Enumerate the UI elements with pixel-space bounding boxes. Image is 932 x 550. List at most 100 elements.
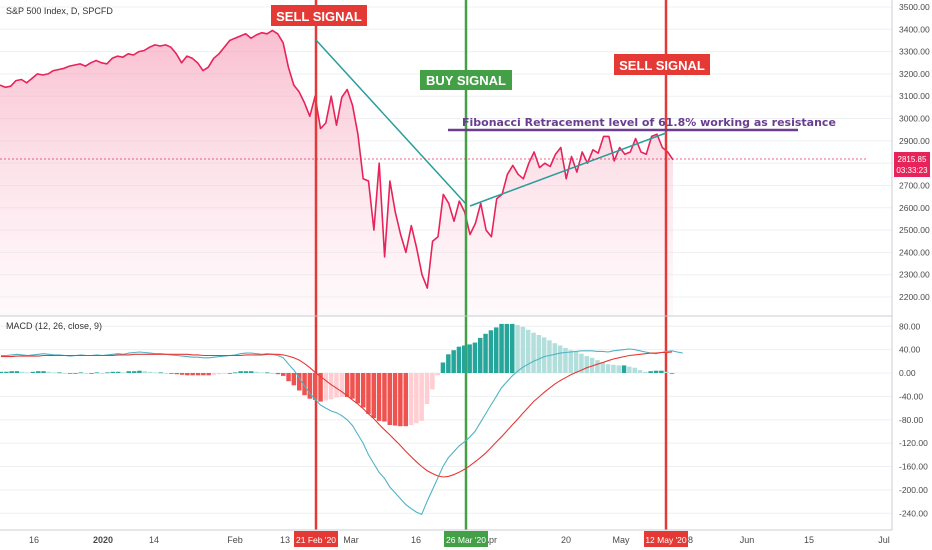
- histogram-bar: [9, 371, 14, 373]
- histogram-bar: [328, 373, 334, 400]
- symbol-label: S&P 500 Index, D, SPCFD: [6, 6, 113, 16]
- histogram-bar: [430, 373, 435, 390]
- histogram-bar: [366, 373, 371, 414]
- histogram-bar: [504, 323, 510, 373]
- histogram-bar: [286, 373, 291, 382]
- time-tick-label: 15: [804, 535, 814, 545]
- price-tick-label: 3400.00: [899, 24, 930, 34]
- histogram-bar: [627, 366, 632, 373]
- histogram-bar: [121, 372, 126, 374]
- price-tick-label: 2600.00: [899, 203, 930, 213]
- histogram-bar: [254, 371, 259, 373]
- histogram-bar: [392, 373, 398, 426]
- macd-grid: [0, 325, 892, 514]
- histogram-bar: [78, 372, 84, 374]
- histogram-bar: [398, 373, 403, 427]
- histogram-bar: [424, 373, 430, 404]
- price-tick-label: 2700.00: [899, 181, 930, 191]
- histogram-bar: [73, 373, 78, 374]
- time-tick-label: 16: [411, 535, 421, 545]
- histogram-bar: [462, 345, 467, 373]
- time-axis[interactable]: 16202014Feb13Mar16Apr20May18Jun15Jul: [29, 535, 890, 545]
- price-badge-bg: [894, 152, 930, 177]
- histogram-bar: [142, 371, 147, 373]
- price-badge-time: 03:33:23: [896, 166, 928, 175]
- downtrend-line: [315, 39, 467, 205]
- histogram-bar: [595, 360, 600, 373]
- histogram-bar: [312, 373, 318, 400]
- price-tick-label: 2200.00: [899, 292, 930, 302]
- histogram-bar: [568, 350, 573, 373]
- histogram-bar: [376, 373, 382, 421]
- histogram-bar: [510, 323, 515, 373]
- histogram-bar: [456, 346, 462, 373]
- macd-tick-label: -160.00: [899, 462, 928, 472]
- price-axis[interactable]: 3500.00 3400.00 3300.00 3200.00 3100.00 3000.…: [899, 2, 930, 302]
- histogram-bar: [243, 371, 249, 373]
- time-tick-label: Feb: [227, 535, 243, 545]
- histogram-bar: [158, 372, 163, 374]
- price-tick-label: 2300.00: [899, 270, 930, 280]
- histogram-bar: [302, 373, 307, 396]
- histogram-bar: [653, 370, 659, 373]
- histogram-bar: [573, 352, 579, 373]
- histogram-bar: [382, 373, 387, 422]
- price-tick-label: 3100.00: [899, 91, 930, 101]
- price-area-fill: [0, 30, 673, 317]
- histogram-bar: [94, 372, 100, 374]
- histogram-bar: [41, 371, 46, 373]
- histogram-bar: [408, 373, 414, 425]
- histogram-bar: [222, 373, 227, 374]
- histogram-bar: [611, 364, 616, 373]
- histogram-bar: [664, 371, 669, 373]
- price-tick-label: 2900.00: [899, 136, 930, 146]
- histogram-bar: [531, 332, 536, 373]
- price-line: [0, 29, 674, 289]
- histogram-bar: [334, 373, 339, 398]
- histogram-bar: [478, 337, 483, 373]
- macd-label: MACD (12, 26, close, 9): [6, 321, 102, 331]
- histogram-bar: [579, 353, 584, 373]
- histogram-bar: [238, 371, 243, 373]
- histogram-bar: [30, 371, 36, 373]
- buy-signal-text: BUY SIGNAL: [426, 73, 506, 88]
- sell-signal-text-1: SELL SIGNAL: [276, 9, 362, 24]
- histogram-bar: [14, 371, 20, 373]
- histogram-bar: [211, 373, 217, 375]
- histogram-bar: [536, 335, 542, 373]
- time-tick-label: Apr: [483, 535, 497, 545]
- histogram-bar: [435, 373, 440, 376]
- price-tick-label: 2400.00: [899, 247, 930, 257]
- histogram-bar: [659, 370, 664, 373]
- macd-line: [1, 348, 683, 516]
- time-tick-label: 16: [29, 535, 39, 545]
- histogram-bar: [46, 371, 52, 373]
- histogram-bar: [488, 330, 494, 373]
- histogram-bar: [621, 365, 627, 373]
- histogram-bar: [589, 357, 595, 373]
- date-marker-bg-1: [294, 531, 338, 547]
- histogram-bar: [131, 371, 137, 373]
- date-marker-3: 12 May '20: [645, 535, 687, 545]
- time-tick-label: May: [612, 535, 630, 545]
- histogram-bar: [227, 373, 233, 374]
- histogram-bar: [137, 370, 142, 373]
- macd-series: [1, 348, 683, 516]
- histogram-bar: [0, 371, 4, 373]
- sell-signal-badge-1: [271, 5, 367, 26]
- macd-tick-label: -120.00: [899, 438, 928, 448]
- histogram-bar: [616, 365, 621, 373]
- macd-axis[interactable]: 80.00 40.00 0.00 -40.00 -80.00 -120.00 -160.00…: [899, 321, 928, 518]
- histogram-bar: [520, 326, 526, 373]
- price-tick-label: 3200.00: [899, 69, 930, 79]
- date-marker-bg-3: [644, 531, 688, 547]
- histogram-bar: [195, 373, 201, 376]
- histogram-bar: [185, 373, 190, 376]
- price-badge-value: 2815.85: [898, 155, 927, 164]
- histogram-bar: [147, 371, 153, 373]
- histogram-bar: [483, 333, 488, 373]
- histogram-bar: [446, 354, 451, 373]
- histogram-bar: [547, 340, 552, 373]
- histogram-bar: [414, 373, 419, 424]
